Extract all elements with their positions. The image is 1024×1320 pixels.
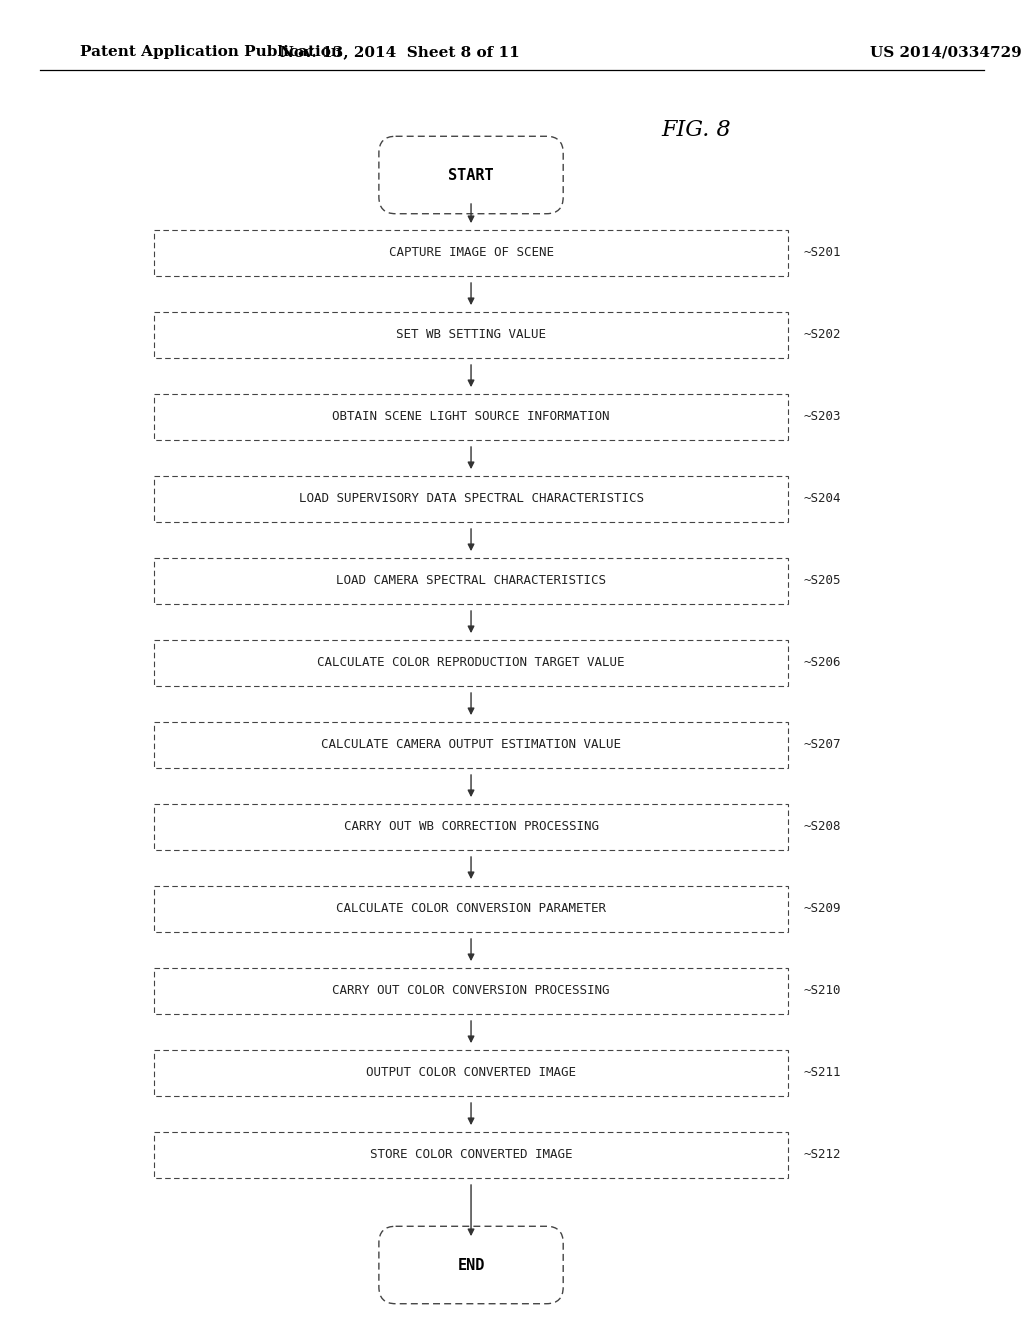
Text: LOAD CAMERA SPECTRAL CHARACTERISTICS: LOAD CAMERA SPECTRAL CHARACTERISTICS <box>336 574 606 587</box>
Text: Nov. 13, 2014  Sheet 8 of 11: Nov. 13, 2014 Sheet 8 of 11 <box>281 45 520 59</box>
Text: US 2014/0334729 A1: US 2014/0334729 A1 <box>870 45 1024 59</box>
Text: ~S202: ~S202 <box>804 329 842 342</box>
FancyBboxPatch shape <box>154 886 788 932</box>
Text: SET WB SETTING VALUE: SET WB SETTING VALUE <box>396 329 546 342</box>
Text: CARRY OUT WB CORRECTION PROCESSING: CARRY OUT WB CORRECTION PROCESSING <box>343 821 599 833</box>
Text: ~S205: ~S205 <box>804 574 842 587</box>
FancyBboxPatch shape <box>154 968 788 1014</box>
Text: CARRY OUT COLOR CONVERSION PROCESSING: CARRY OUT COLOR CONVERSION PROCESSING <box>333 985 609 998</box>
Text: ~S206: ~S206 <box>804 656 842 669</box>
Text: ~S212: ~S212 <box>804 1148 842 1162</box>
Text: CALCULATE CAMERA OUTPUT ESTIMATION VALUE: CALCULATE CAMERA OUTPUT ESTIMATION VALUE <box>322 738 621 751</box>
Text: END: END <box>458 1258 484 1272</box>
FancyBboxPatch shape <box>154 312 788 358</box>
Text: ~S208: ~S208 <box>804 821 842 833</box>
FancyBboxPatch shape <box>154 1133 788 1177</box>
Text: ~S201: ~S201 <box>804 247 842 260</box>
FancyBboxPatch shape <box>154 1049 788 1096</box>
FancyBboxPatch shape <box>154 804 788 850</box>
Text: CALCULATE COLOR REPRODUCTION TARGET VALUE: CALCULATE COLOR REPRODUCTION TARGET VALU… <box>317 656 625 669</box>
Text: CAPTURE IMAGE OF SCENE: CAPTURE IMAGE OF SCENE <box>388 247 554 260</box>
FancyBboxPatch shape <box>379 136 563 214</box>
Text: OBTAIN SCENE LIGHT SOURCE INFORMATION: OBTAIN SCENE LIGHT SOURCE INFORMATION <box>333 411 609 424</box>
Text: Patent Application Publication: Patent Application Publication <box>80 45 342 59</box>
Text: FIG. 8: FIG. 8 <box>662 119 731 141</box>
Text: ~S207: ~S207 <box>804 738 842 751</box>
FancyBboxPatch shape <box>154 393 788 440</box>
Text: CALCULATE COLOR CONVERSION PARAMETER: CALCULATE COLOR CONVERSION PARAMETER <box>336 903 606 916</box>
Text: ~S204: ~S204 <box>804 492 842 506</box>
Text: LOAD SUPERVISORY DATA SPECTRAL CHARACTERISTICS: LOAD SUPERVISORY DATA SPECTRAL CHARACTER… <box>299 492 643 506</box>
Text: STORE COLOR CONVERTED IMAGE: STORE COLOR CONVERTED IMAGE <box>370 1148 572 1162</box>
Text: START: START <box>449 168 494 182</box>
Text: ~S210: ~S210 <box>804 985 842 998</box>
FancyBboxPatch shape <box>154 230 788 276</box>
Text: OUTPUT COLOR CONVERTED IMAGE: OUTPUT COLOR CONVERTED IMAGE <box>366 1067 577 1080</box>
FancyBboxPatch shape <box>379 1226 563 1304</box>
Text: ~S211: ~S211 <box>804 1067 842 1080</box>
FancyBboxPatch shape <box>154 722 788 768</box>
FancyBboxPatch shape <box>154 558 788 605</box>
Text: ~S209: ~S209 <box>804 903 842 916</box>
FancyBboxPatch shape <box>154 640 788 686</box>
Text: ~S203: ~S203 <box>804 411 842 424</box>
FancyBboxPatch shape <box>154 477 788 521</box>
